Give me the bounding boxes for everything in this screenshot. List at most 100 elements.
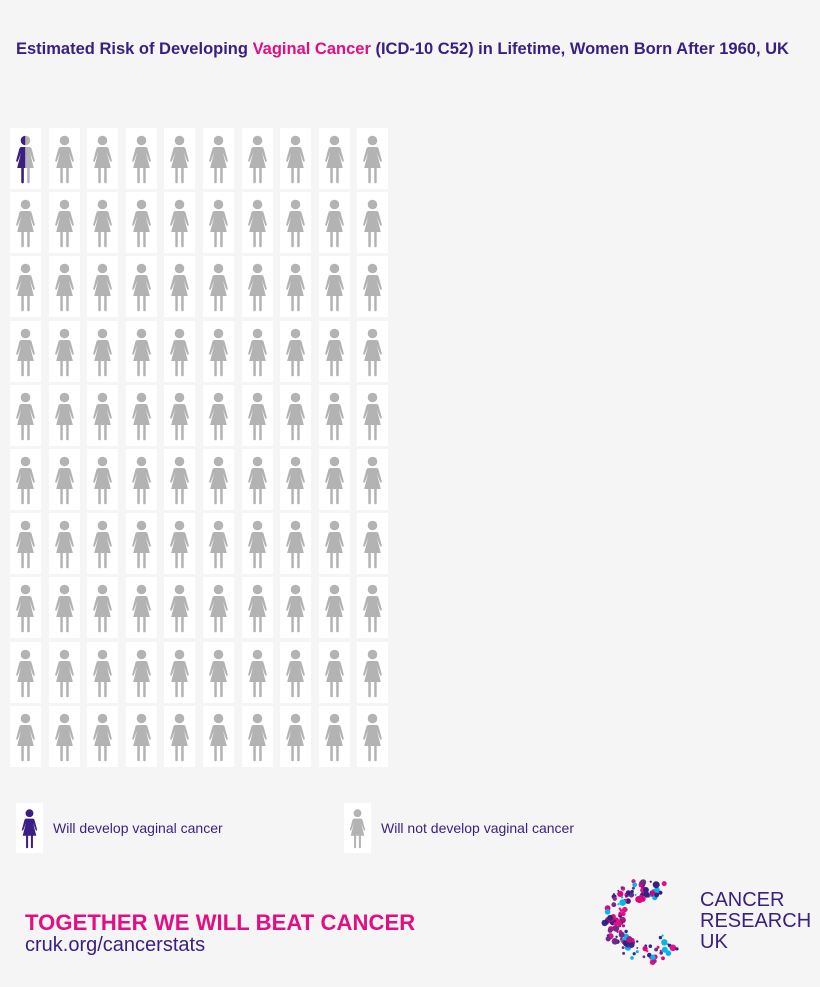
woman-figure xyxy=(203,577,234,639)
logo-dot xyxy=(619,909,623,912)
woman-figure xyxy=(125,384,157,446)
woman-figure xyxy=(318,384,350,446)
woman-figure xyxy=(87,384,119,446)
woman-figure xyxy=(318,128,350,189)
woman-figure xyxy=(125,256,157,318)
cruk-logo: CANCER RESEARCH UK xyxy=(596,878,816,968)
logo-dot xyxy=(631,886,635,890)
logo-line-1: CANCER xyxy=(700,889,785,911)
woman-figure xyxy=(203,449,234,510)
legend-not-develop: Will not develop vaginal cancer xyxy=(344,803,574,853)
woman-figure xyxy=(280,256,312,318)
woman-figure xyxy=(203,320,234,382)
woman-figure xyxy=(241,384,273,446)
woman-figure xyxy=(48,513,80,575)
woman-figure xyxy=(280,320,312,382)
logo-dot xyxy=(655,895,658,898)
woman-figure xyxy=(164,256,196,318)
woman-figure xyxy=(241,256,273,318)
woman-figure xyxy=(318,192,350,254)
woman-figure xyxy=(10,513,41,575)
logo-dot xyxy=(661,939,668,946)
logo-dot xyxy=(612,925,620,932)
woman-figure xyxy=(164,128,196,189)
woman-figure xyxy=(87,256,119,318)
logo-dot xyxy=(630,956,634,960)
logo-dot xyxy=(630,889,634,894)
woman-figure xyxy=(87,192,119,254)
logo-dot xyxy=(617,903,620,906)
logo-dot xyxy=(613,893,615,895)
woman-figure xyxy=(10,192,41,254)
woman-figure xyxy=(125,320,157,382)
logo-dot xyxy=(656,945,660,949)
woman-figure xyxy=(125,449,157,510)
logo-dot xyxy=(612,896,617,901)
woman-figure xyxy=(164,320,196,382)
logo-dot xyxy=(607,928,613,933)
logo-dot xyxy=(611,938,619,945)
logo-dot xyxy=(626,936,633,943)
woman-figure xyxy=(241,192,273,254)
legend-not-develop-label: Will not develop vaginal cancer xyxy=(381,820,574,836)
woman-figure xyxy=(48,256,80,318)
woman-figure xyxy=(164,641,196,703)
logo-dot xyxy=(625,894,628,898)
logo-dot xyxy=(661,881,667,887)
woman-figure xyxy=(318,449,350,510)
woman-figure xyxy=(241,320,273,382)
logo-dot xyxy=(618,931,625,938)
logo-dot xyxy=(632,882,638,888)
logo-dot xyxy=(650,954,656,960)
logo-dot xyxy=(618,912,622,916)
logo-dot xyxy=(615,935,618,938)
woman-figure xyxy=(48,641,80,703)
logo-dot xyxy=(659,951,663,955)
logo-dot xyxy=(631,879,636,884)
woman-figure xyxy=(48,384,80,446)
logo-dot xyxy=(636,947,639,949)
logo-dot xyxy=(622,906,628,913)
woman-figure xyxy=(241,449,273,510)
logo-dot xyxy=(634,893,637,896)
legend-develop-label: Will develop vaginal cancer xyxy=(53,820,223,836)
logo-dot xyxy=(661,956,665,961)
woman-figure xyxy=(87,320,119,382)
chart-title-end: (ICD-10 C52) in Lifetime, Women Born Aft… xyxy=(370,40,789,58)
woman-figure xyxy=(241,513,273,575)
logo-dot xyxy=(612,919,614,922)
woman-figure xyxy=(164,192,196,254)
woman-figure xyxy=(87,705,119,767)
woman-figure xyxy=(357,641,389,703)
woman-figure xyxy=(48,449,80,510)
woman-figure xyxy=(357,384,389,446)
logo-dot xyxy=(611,902,617,908)
woman-figure xyxy=(10,384,41,446)
woman-figure xyxy=(87,641,119,703)
logo-dot xyxy=(628,941,635,948)
logo-dot xyxy=(658,890,663,895)
logo-dot xyxy=(604,919,609,924)
woman-figure xyxy=(48,577,80,639)
woman-figure xyxy=(280,577,312,639)
woman-figure xyxy=(280,641,312,703)
chart-title-start: Estimated Risk of Developing xyxy=(16,40,253,58)
logo-dot xyxy=(624,929,628,934)
footer-tagline: TOGETHER WE WILL BEAT CANCER xyxy=(25,910,416,935)
footer-url[interactable]: cruk.org/cancerstats xyxy=(25,934,206,956)
pictogram-grid xyxy=(10,128,392,768)
logo-dot xyxy=(620,896,624,899)
logo-dot xyxy=(616,920,622,926)
woman-figure xyxy=(10,641,41,703)
woman-figure xyxy=(48,320,80,382)
logo-dot xyxy=(654,947,658,952)
woman-figure xyxy=(164,577,196,639)
woman-figure xyxy=(10,705,41,767)
woman-figure xyxy=(125,192,157,254)
woman-figure xyxy=(10,577,41,639)
woman-figure xyxy=(203,128,234,189)
logo-dot xyxy=(619,899,626,906)
logo-dot xyxy=(607,914,613,921)
woman-figure xyxy=(164,513,196,575)
logo-line-3: UK xyxy=(700,931,728,953)
